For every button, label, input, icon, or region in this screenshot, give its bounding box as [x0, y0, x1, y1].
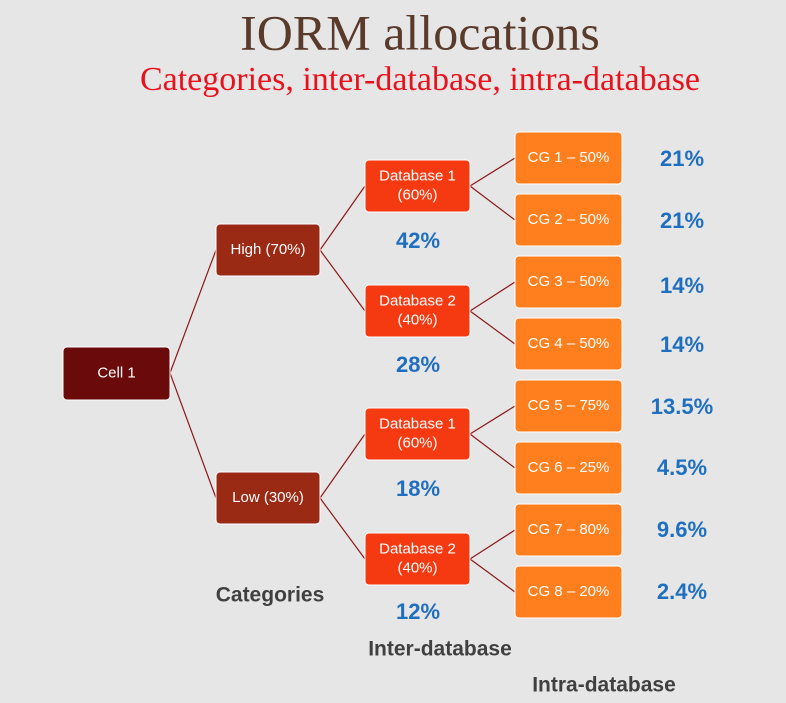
nodes: Cell 1 High (70%) Low (30%) Database 1 (60%)…	[62, 131, 623, 619]
connector	[319, 185, 366, 251]
column-label: Categories	[216, 584, 325, 607]
connector	[469, 281, 516, 312]
connector	[469, 405, 516, 435]
node-box	[514, 503, 623, 557]
node-label: CG 1 – 50%	[528, 149, 610, 166]
node-label: Database 2	[379, 292, 456, 309]
group-allocation: 4.5%	[657, 455, 707, 480]
connector	[469, 157, 516, 187]
connector	[319, 433, 366, 499]
node-box	[364, 159, 471, 213]
node-label: (60%)	[397, 434, 437, 451]
node: High (70%)	[215, 223, 321, 277]
subtitle: Categories, inter-database, intra-databa…	[140, 61, 700, 98]
node-box	[514, 255, 623, 309]
connectors	[169, 157, 516, 593]
node: CG 2 – 50%	[514, 193, 623, 247]
column-label: Intra-database	[532, 674, 676, 697]
node-label: CG 8 – 20%	[528, 583, 610, 600]
node-label: Database 1	[379, 415, 456, 432]
node-box	[364, 407, 471, 461]
node-label: CG 6 – 25%	[528, 459, 610, 476]
database-allocation: 18%	[396, 476, 440, 501]
node-label: CG 7 – 80%	[528, 521, 610, 538]
node-label: CG 3 – 50%	[528, 273, 610, 290]
node-label: (40%)	[397, 559, 437, 576]
node: Database 2 (40%)	[364, 532, 471, 586]
node: CG 1 – 50%	[514, 131, 623, 185]
node: CG 5 – 75%	[514, 379, 623, 433]
column-label: Inter-database	[368, 638, 512, 661]
node-label: Cell 1	[97, 364, 135, 381]
node-box	[215, 223, 321, 277]
node-box	[62, 346, 171, 401]
node-box	[364, 284, 471, 338]
node-label: Database 1	[379, 167, 456, 184]
connector	[469, 185, 516, 221]
node-label: CG 2 – 50%	[528, 211, 610, 228]
node: CG 7 – 80%	[514, 503, 623, 557]
connector	[169, 249, 217, 374]
node-box	[514, 193, 623, 247]
node-box	[514, 565, 623, 619]
group-allocation: 13.5%	[651, 394, 713, 419]
node-box	[514, 131, 623, 185]
group-allocation: 21%	[660, 146, 704, 171]
node-label: CG 5 – 75%	[528, 397, 610, 414]
connector	[469, 310, 516, 345]
connector	[319, 497, 366, 560]
node-box	[514, 317, 623, 371]
connector	[169, 372, 217, 499]
node-label: (60%)	[397, 186, 437, 203]
group-allocation: 14%	[660, 332, 704, 357]
group-allocation: 9.6%	[657, 517, 707, 542]
node-label: Database 2	[379, 540, 456, 557]
node: Database 1 (60%)	[364, 159, 471, 213]
node-box	[514, 379, 623, 433]
node-label: High (70%)	[230, 241, 305, 258]
node-label: Low (30%)	[232, 489, 304, 506]
connector	[469, 558, 516, 593]
group-allocation: 2.4%	[657, 579, 707, 604]
node-box	[215, 471, 321, 525]
node-label: (40%)	[397, 311, 437, 328]
node-box	[514, 441, 623, 495]
node-label: CG 4 – 50%	[528, 335, 610, 352]
node: CG 8 – 20%	[514, 565, 623, 619]
node: Low (30%)	[215, 471, 321, 525]
node: Database 2 (40%)	[364, 284, 471, 338]
connector	[319, 249, 366, 312]
database-allocation: 28%	[396, 352, 440, 377]
group-allocation: 14%	[660, 273, 704, 298]
database-allocation: 42%	[396, 228, 440, 253]
node: CG 4 – 50%	[514, 317, 623, 371]
group-allocation: 21%	[660, 208, 704, 233]
connector	[469, 433, 516, 469]
node: CG 3 – 50%	[514, 255, 623, 309]
node: Database 1 (60%)	[364, 407, 471, 461]
node: CG 6 – 25%	[514, 441, 623, 495]
database-allocation: 12%	[396, 599, 440, 624]
node: Cell 1	[62, 346, 171, 401]
node-box	[364, 532, 471, 586]
title: IORM allocations	[240, 4, 600, 60]
connector	[469, 529, 516, 560]
